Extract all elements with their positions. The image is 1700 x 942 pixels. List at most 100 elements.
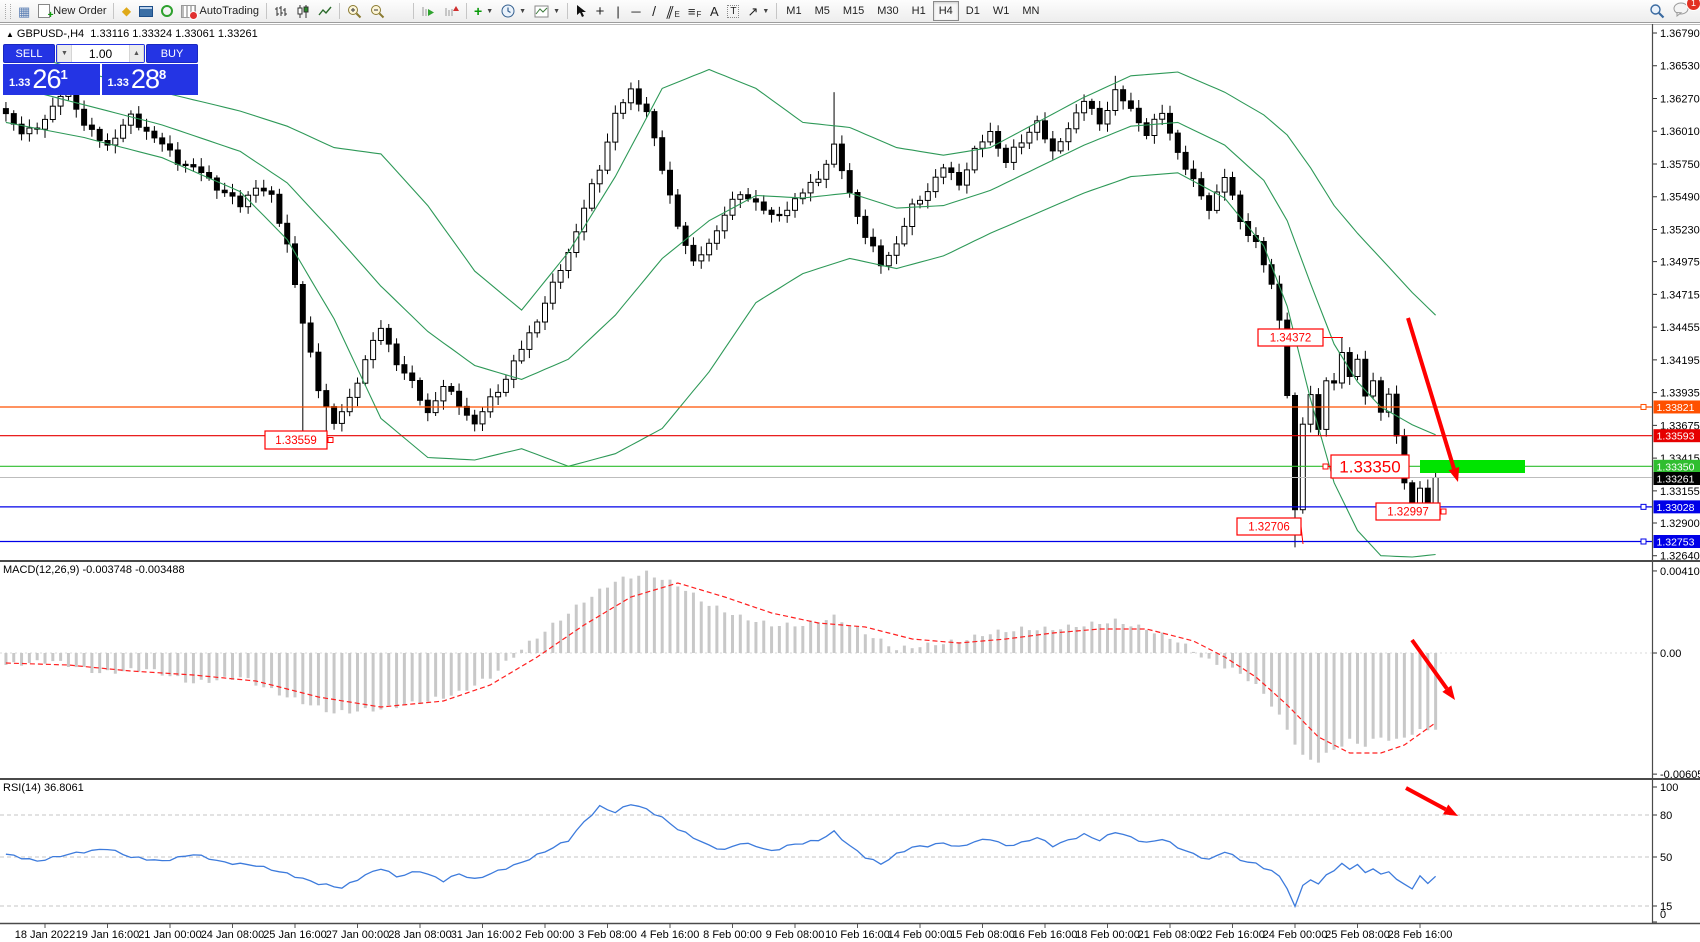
templates-icon — [534, 5, 549, 17]
buy-price-small: 1.33 — [107, 77, 129, 89]
periods-button[interactable]: ▼ — [497, 1, 530, 21]
search-button[interactable] — [1645, 1, 1669, 21]
notification-badge[interactable]: 1 — [1686, 0, 1700, 11]
timeframe-m30[interactable]: M30 — [877, 5, 899, 17]
time-axis-label: 21 Jan 00:00 — [138, 929, 202, 941]
macd-values: -0.003748 -0.003488 — [82, 564, 185, 576]
window-button[interactable]: ▦ — [14, 1, 34, 21]
autotrading-label: AutoTrading — [199, 5, 260, 17]
zoom-out-icon — [371, 4, 385, 18]
timeframe-m1[interactable]: M1 — [786, 5, 802, 17]
timeframe-w1[interactable]: W1 — [992, 5, 1010, 17]
macd-axis-label: 0.00 — [1660, 648, 1681, 660]
fibonacci-icon: ≡ — [687, 3, 696, 19]
price-axis[interactable]: 1.36790 1.36530 1.36270 1.36010 1.35750 1.354… — [1653, 28, 1700, 921]
svg-text:1.33028: 1.33028 — [1657, 502, 1695, 514]
cursor-button[interactable] — [571, 1, 591, 21]
auto-scroll-icon — [422, 6, 435, 16]
price-tick-label: 1.36790 — [1660, 28, 1700, 40]
sell-price-panel[interactable]: 1.33 26 1 — [3, 64, 100, 95]
window-icon: ▦ — [18, 3, 31, 19]
autotrading-button[interactable]: AutoTrading — [177, 1, 263, 21]
time-axis-label: 24 Feb 00:00 — [1263, 929, 1328, 941]
templates-button[interactable]: ▼ — [530, 1, 564, 21]
bar-chart-button[interactable] — [270, 1, 292, 21]
cursor-icon — [577, 5, 587, 17]
sell-button[interactable]: SELL — [3, 44, 55, 63]
horizontal-line-button[interactable]: ─ — [627, 1, 645, 21]
time-axis-label: 8 Feb 00:00 — [703, 929, 762, 941]
indicators-icon: + — [474, 3, 483, 19]
timeframe-mn[interactable]: MN — [1022, 5, 1040, 17]
indicators-button[interactable]: + ▼ — [470, 1, 497, 21]
svg-text:1.33261: 1.33261 — [1657, 474, 1695, 486]
new-order-label: New Order — [53, 5, 107, 17]
time-axis-label: 9 Feb 08:00 — [766, 929, 825, 941]
trend-arrow[interactable] — [1406, 317, 1460, 482]
hline-handle[interactable] — [1640, 503, 1647, 510]
bollinger-upper-band — [5, 46, 1436, 316]
toolbar: ▦ + New Order ◆ AutoTrading + ▼ ▼ ▼ + | ─ — [0, 0, 1700, 23]
zoom-out-button[interactable] — [366, 1, 389, 21]
price-annotation-1.34372[interactable]: 1.34372 — [1257, 328, 1343, 347]
metaeditor-button[interactable]: ◆ — [117, 1, 135, 21]
timeframe-m5[interactable]: M5 — [814, 5, 830, 17]
timeframe-h1[interactable]: H1 — [911, 5, 926, 17]
volume-increase-button[interactable]: ▲ — [129, 45, 144, 62]
channel-button[interactable]: ∥ E — [663, 1, 684, 21]
chart-shift-button[interactable] — [440, 1, 463, 21]
price-annotation-1.32706[interactable]: 1.32706 — [1236, 517, 1304, 545]
crosshair-icon: + — [595, 2, 605, 20]
highlight-zone[interactable] — [1420, 460, 1525, 473]
time-axis-label: 18 Jan 2022 — [15, 929, 76, 941]
price-chart-svg[interactable]: 1.34372 1.33559 1.33350 1.32997 1.32706 1.367… — [0, 24, 1700, 942]
toolbar-grip[interactable] — [5, 3, 11, 19]
rsi-pane[interactable] — [0, 786, 1652, 909]
line-chart-button[interactable] — [314, 1, 336, 21]
label-button[interactable]: T — [723, 1, 743, 21]
trend-arrow[interactable] — [1405, 786, 1458, 816]
hline-handle[interactable] — [1640, 403, 1647, 410]
macd-axis-label: 0.004103 — [1660, 566, 1700, 578]
time-axis-label: 14 Feb 00:00 — [888, 929, 953, 941]
tile-windows-button[interactable] — [389, 1, 410, 21]
vertical-line-button[interactable]: | — [609, 1, 627, 21]
arrows-button[interactable]: ↗ ▼ — [743, 1, 773, 21]
buy-button[interactable]: BUY — [146, 44, 198, 63]
trend-arrow[interactable] — [1410, 638, 1455, 700]
price-annotation-1.33559[interactable]: 1.33559 — [264, 430, 334, 450]
terminal-button[interactable] — [135, 1, 157, 21]
rsi-level-label: 100 — [1660, 782, 1678, 794]
price-annotation-1.32997[interactable]: 1.32997 — [1375, 502, 1447, 521]
macd-signal-line — [5, 582, 1436, 754]
volume-value[interactable]: 1.00 — [88, 46, 113, 61]
timeframe-m15[interactable]: M15 — [842, 5, 865, 17]
strategy-tester-button[interactable] — [157, 1, 177, 21]
volume-decrease-button[interactable]: ▼ — [57, 45, 72, 62]
trendline-button[interactable]: / — [645, 1, 663, 21]
buy-price-panel[interactable]: 1.33 28 8 — [101, 64, 198, 95]
sell-price-big: 26 — [32, 64, 61, 94]
hline-handle[interactable] — [1640, 538, 1647, 545]
new-order-button[interactable]: + New Order — [34, 1, 110, 21]
price-annotation-1.33350[interactable]: 1.33350 — [1322, 454, 1410, 479]
axis-price-tag: 1.33821 — [1653, 400, 1700, 414]
zoom-in-button[interactable] — [343, 1, 366, 21]
line-chart-icon — [318, 6, 332, 15]
chart-ohlc-values: 1.33116 1.33324 1.33061 1.33261 — [90, 28, 258, 40]
fibonacci-button[interactable]: ≡ F — [684, 1, 705, 21]
macd-pane[interactable] — [0, 570, 1652, 763]
timeframe-h4[interactable]: H4 — [932, 1, 959, 21]
timeframe-d1[interactable]: D1 — [965, 5, 980, 17]
time-axis-label: 15 Feb 08:00 — [950, 929, 1015, 941]
svg-text:1.32753: 1.32753 — [1657, 537, 1695, 549]
auto-scroll-button[interactable] — [417, 1, 440, 21]
price-tick-label: 1.35490 — [1660, 192, 1700, 204]
crosshair-button[interactable]: + — [591, 1, 609, 21]
text-button[interactable]: A — [705, 1, 723, 21]
main-chart-pane[interactable]: 1.34372 1.33559 1.33350 1.32997 1.32706 — [0, 46, 1652, 558]
svg-text:1.33350: 1.33350 — [1339, 458, 1400, 477]
candlestick-chart-button[interactable] — [292, 1, 314, 21]
svg-text:1.33559: 1.33559 — [275, 435, 317, 447]
